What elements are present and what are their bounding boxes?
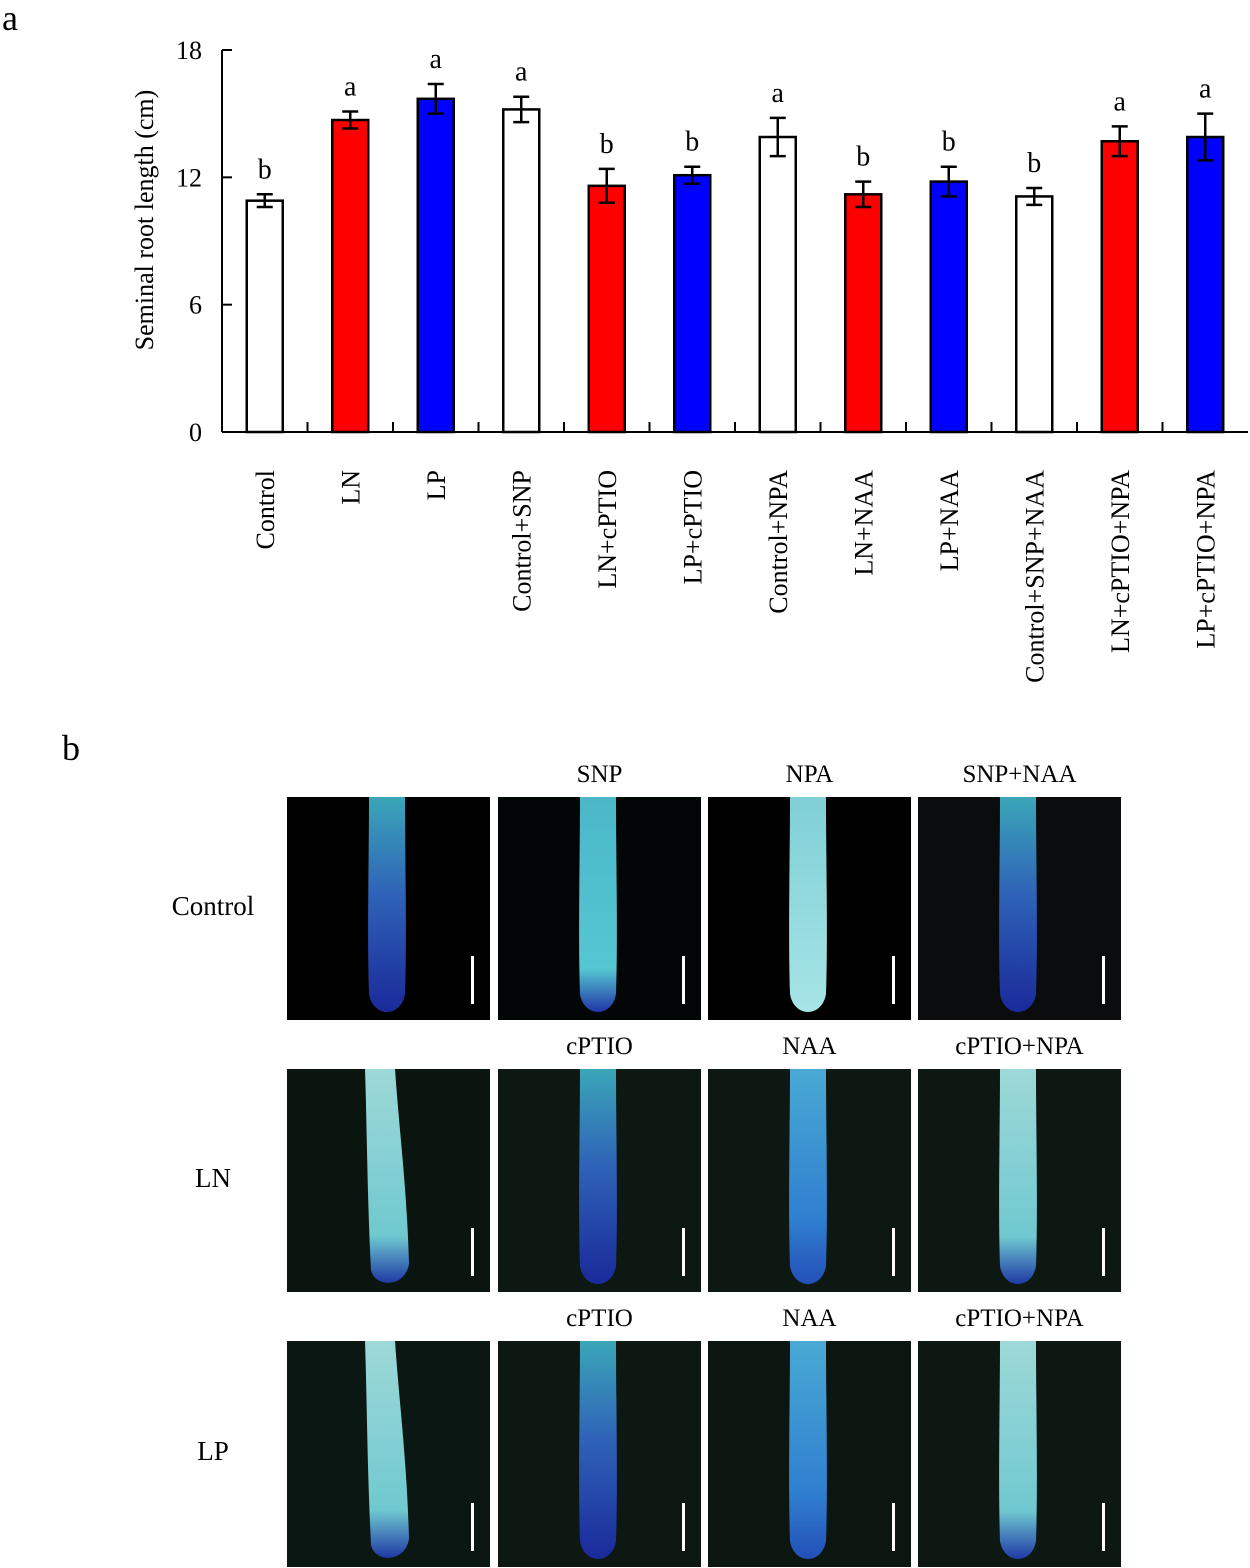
bar	[1100, 140, 1139, 434]
row-label: Control	[171, 890, 255, 921]
y-axis-label: Seminal root length (cm)	[130, 90, 159, 351]
significance-letter: a	[1114, 86, 1127, 117]
condition-label: NAA	[782, 1033, 837, 1060]
root-shape	[365, 1069, 409, 1283]
scale-bar	[682, 956, 685, 1004]
root-shape	[999, 1069, 1037, 1284]
x-tick-label: LN+cPTIO	[593, 470, 622, 589]
x-tick-label: LN+cPTIO+NPA	[1106, 470, 1135, 653]
significance-letter: b	[856, 142, 870, 173]
root-stain-photo	[287, 1341, 490, 1567]
condition-label: SNP	[576, 761, 623, 788]
bar-chart: 0 6 12 18 Seminal root length (cm) b Control a L…	[130, 36, 1248, 683]
significance-letter: b	[1027, 148, 1041, 179]
root-stain-photo	[287, 797, 490, 1020]
significance-letter: a	[515, 57, 528, 88]
root-stain-photo	[498, 1341, 701, 1567]
x-tick-label: Control	[251, 470, 280, 549]
x-tick-label: LN	[336, 470, 365, 505]
significance-letter: a	[344, 72, 357, 103]
bar	[416, 97, 455, 434]
condition-label: cPTIO	[566, 1033, 633, 1060]
scale-bar	[892, 1228, 895, 1276]
significance-letter: b	[685, 127, 699, 158]
root-stain-photo	[918, 797, 1121, 1020]
root-stain-photo	[708, 1341, 911, 1567]
panel-b-label: b	[62, 728, 80, 768]
x-tick-label: LP+NAA	[935, 470, 964, 572]
significance-letter: a	[430, 44, 443, 75]
root-shape	[368, 797, 406, 1012]
bar	[502, 108, 541, 434]
x-tick-label: Control+SNP+NAA	[1020, 470, 1049, 683]
scale-bar	[471, 1503, 474, 1551]
condition-label: cPTIO+NPA	[955, 1305, 1084, 1332]
bar	[331, 118, 370, 434]
bar	[587, 184, 626, 434]
condition-label: SNP+NAA	[962, 761, 1077, 788]
scale-bar	[1102, 1228, 1105, 1276]
root-stain-photo	[498, 797, 701, 1020]
scale-bar	[682, 1228, 685, 1276]
y-tick-label: 0	[189, 418, 202, 447]
root-shape	[579, 1341, 617, 1559]
bar	[673, 173, 712, 434]
condition-label: cPTIO	[566, 1305, 633, 1332]
y-tick-label: 18	[176, 36, 202, 65]
bar	[758, 135, 797, 434]
root-shape	[789, 1341, 827, 1559]
scale-bar	[1102, 1503, 1105, 1551]
y-tick-label: 6	[189, 291, 202, 320]
root-stain-photo	[498, 1069, 701, 1292]
row-label: LN	[195, 1162, 231, 1193]
condition-label: cPTIO+NPA	[955, 1033, 1084, 1060]
root-stain-photo	[918, 1069, 1121, 1292]
significance-letter: a	[1199, 74, 1212, 105]
x-tick-label: Control+NPA	[764, 470, 793, 614]
root-stain-photo	[708, 797, 911, 1020]
x-tick-label: LP+cPTIO	[678, 470, 707, 584]
x-tick-label: LP+cPTIO+NPA	[1191, 470, 1220, 649]
significance-letter: b	[600, 129, 614, 160]
significance-letter: a	[772, 78, 785, 109]
root-shape	[999, 1341, 1037, 1559]
x-tick-label: LP	[422, 470, 451, 500]
condition-label: NPA	[785, 761, 834, 788]
root-stain-photo	[708, 1069, 911, 1292]
scale-bar	[471, 1228, 474, 1276]
bar	[245, 199, 284, 434]
scale-bar	[682, 1503, 685, 1551]
scale-bar	[1102, 956, 1105, 1004]
root-shape	[999, 797, 1037, 1012]
condition-label: NAA	[782, 1305, 837, 1332]
significance-letter: b	[258, 154, 272, 185]
bar	[929, 180, 968, 434]
root-shape	[789, 797, 827, 1012]
bar	[1186, 135, 1225, 434]
root-shape	[579, 1069, 617, 1284]
root-stain-photo	[918, 1341, 1121, 1567]
root-shape	[579, 797, 617, 1012]
bar	[844, 193, 883, 434]
y-tick-label: 12	[176, 163, 202, 192]
bar	[1015, 195, 1054, 434]
scale-bar	[471, 956, 474, 1004]
row-label: LP	[197, 1436, 229, 1466]
panel-a-label: a	[2, 0, 18, 38]
significance-letter: b	[942, 127, 956, 158]
scale-bar	[892, 1503, 895, 1551]
root-shape	[789, 1069, 827, 1284]
scale-bar	[892, 956, 895, 1004]
root-stain-photo	[287, 1069, 490, 1292]
x-tick-label: Control+SNP	[507, 470, 536, 612]
root-shape	[365, 1341, 409, 1558]
x-tick-label: LN+NAA	[849, 470, 878, 576]
